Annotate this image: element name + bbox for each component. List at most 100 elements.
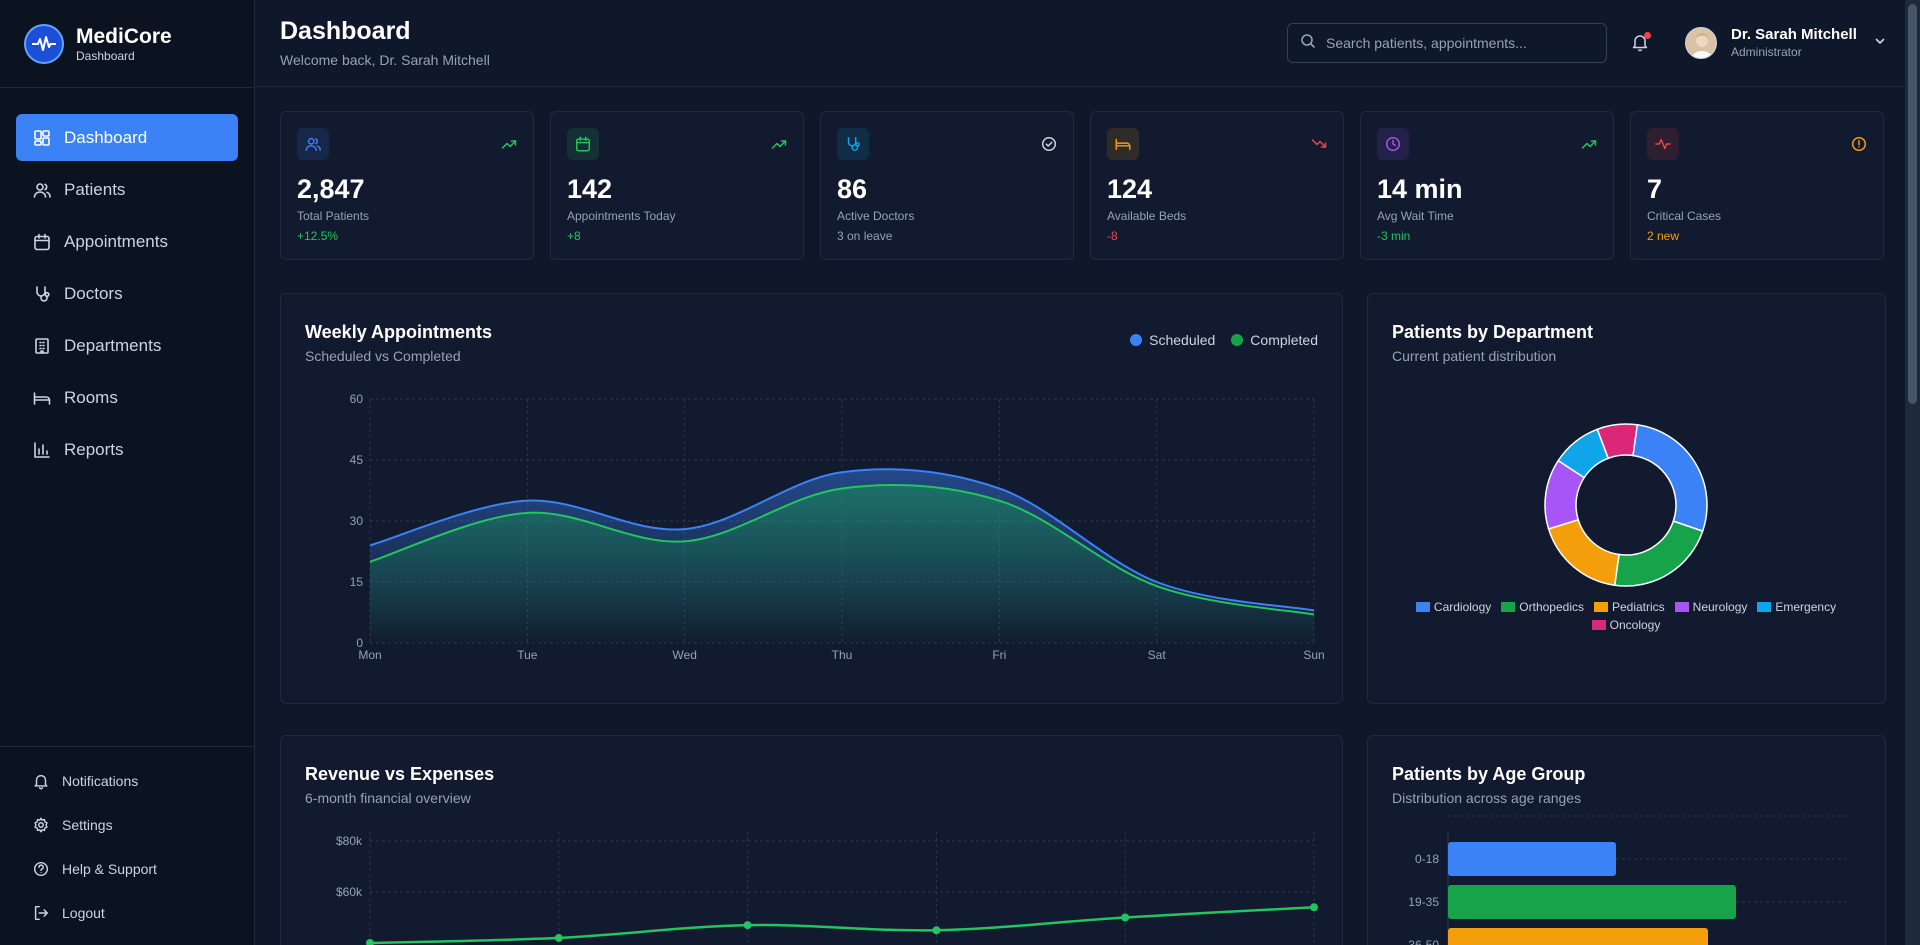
legend-label: Scheduled <box>1149 332 1216 348</box>
age-bar-0-18 <box>1448 842 1616 876</box>
stat-value: 14 min <box>1377 174 1463 204</box>
legend-swatch <box>1593 602 1608 612</box>
legend-completed[interactable]: Completed <box>1231 332 1318 348</box>
chevron-down-icon[interactable] <box>1873 34 1887 53</box>
legend-scheduled[interactable]: Scheduled <box>1130 332 1215 348</box>
department-card: Patients by Department Current patient d… <box>1367 293 1886 704</box>
age-bar-chart: 0-18 19-35 36-50 <box>1408 815 1848 945</box>
y-tick-label: 45 <box>350 453 364 467</box>
legend-label: Completed <box>1250 332 1318 348</box>
notifications-bell-icon[interactable] <box>1630 32 1652 54</box>
sidebar-item-label: Settings <box>62 817 113 833</box>
sidebar-item-settings[interactable]: Settings <box>16 805 238 845</box>
stat-label: Active Doctors <box>837 209 915 223</box>
stat-card-active-doctors[interactable]: 86 Active Doctors 3 on leave <box>820 111 1074 260</box>
sidebar-item-label: Appointments <box>64 231 168 251</box>
clock-icon <box>1377 128 1409 160</box>
stat-card-appointments-today[interactable]: 142 Appointments Today +8 <box>550 111 804 260</box>
stat-card-avg-wait-time[interactable]: 14 min Avg Wait Time -3 min <box>1360 111 1614 260</box>
users-icon <box>32 180 52 200</box>
sidebar-item-label: Patients <box>64 179 126 199</box>
sidebar-item-label: Departments <box>64 335 162 355</box>
y-tick-label: 60 <box>350 392 364 406</box>
stat-change: -3 min <box>1377 229 1411 243</box>
trend-alert-icon <box>1851 136 1867 152</box>
stat-change: -8 <box>1107 229 1118 243</box>
bell-icon <box>32 772 50 790</box>
bar-chart-icon <box>32 440 52 460</box>
legend-swatch <box>1591 620 1606 630</box>
stat-label: Critical Cases <box>1647 209 1722 223</box>
x-tick-label: Mon <box>358 648 381 662</box>
sidebar-item-doctors[interactable]: Doctors <box>16 270 238 317</box>
sidebar-item-patients[interactable]: Patients <box>16 166 238 213</box>
stat-card-critical-cases[interactable]: 7 Critical Cases 2 new <box>1630 111 1884 260</box>
y-tick-label: 15 <box>350 575 364 589</box>
scrollbar-thumb[interactable] <box>1908 4 1917 404</box>
sidebar-item-logout[interactable]: Logout <box>16 893 238 933</box>
legend-label: Emergency <box>1775 600 1837 614</box>
series-line-scheduled <box>369 468 1315 612</box>
sidebar-item-dashboard[interactable]: Dashboard <box>16 114 238 161</box>
revenue-title: Revenue vs Expenses <box>305 764 495 784</box>
stat-value: 2,847 <box>297 174 365 204</box>
legend-neurology[interactable]: Neurology <box>1674 600 1747 614</box>
sidebar-item-label: Rooms <box>64 387 118 407</box>
calendar-icon <box>567 128 599 160</box>
sidebar-item-departments[interactable]: Departments <box>16 322 238 369</box>
sidebar-item-notifications[interactable]: Notifications <box>16 761 238 801</box>
revenue-line <box>369 906 1315 945</box>
stat-card-total-patients[interactable]: 2,847 Total Patients +12.5% <box>280 111 534 260</box>
search-box[interactable] <box>1287 23 1607 63</box>
age-group-card: Patients by Age Group Distribution acros… <box>1367 735 1886 945</box>
x-tick-label: Sat <box>1148 648 1167 662</box>
sidebar-item-reports[interactable]: Reports <box>16 426 238 473</box>
y-tick-label: $80k <box>336 834 363 848</box>
grid-icon <box>32 128 52 148</box>
legend-orthopedics[interactable]: Orthopedics <box>1501 600 1584 614</box>
top-header: Dashboard Welcome back, Dr. Sarah Mitche… <box>255 0 1905 87</box>
sidebar-item-rooms[interactable]: Rooms <box>16 374 238 421</box>
legend-pediatrics[interactable]: Pediatrics <box>1593 600 1665 614</box>
trend-up-icon <box>771 136 787 152</box>
legend-swatch <box>1674 602 1689 612</box>
search-input[interactable] <box>1326 35 1596 51</box>
calendar-icon <box>32 232 52 252</box>
page-scrollbar[interactable] <box>1905 0 1920 945</box>
stat-value: 86 <box>837 174 868 204</box>
donut-slice-cardiology <box>1632 423 1708 533</box>
y-tick-label: 36-50 <box>1408 938 1439 945</box>
department-legend: Cardiology Orthopedics Pediatrics Neurology… <box>1396 600 1856 636</box>
department-title: Patients by Department <box>1392 322 1594 342</box>
x-tick-label: Thu <box>832 648 853 662</box>
sidebar-item-help-support[interactable]: Help & Support <box>16 849 238 889</box>
sidebar-item-label: Reports <box>64 439 124 459</box>
y-tick-label: $60k <box>336 885 363 899</box>
brand[interactable]: MediCore Dashboard <box>0 0 254 88</box>
revenue-point <box>554 933 563 942</box>
building-icon <box>32 336 52 356</box>
stat-label: Available Beds <box>1107 209 1187 223</box>
age-bar-36-50 <box>1448 928 1708 945</box>
main-nav: Dashboard Patients Appointments Doctors Depa… <box>0 88 254 473</box>
stat-change: +8 <box>567 229 581 243</box>
stat-change: 3 on leave <box>837 229 893 243</box>
donut-slice-orthopedics <box>1613 520 1704 587</box>
y-tick-label: 30 <box>350 514 364 528</box>
bed-icon <box>32 388 52 408</box>
y-tick-label: 0-18 <box>1415 852 1439 866</box>
series-line-completed <box>369 484 1315 616</box>
legend-cardiology[interactable]: Cardiology <box>1415 600 1491 614</box>
legend-dot <box>1231 334 1244 346</box>
revenue-point <box>1310 903 1318 912</box>
legend-label: Orthopedics <box>1519 600 1584 614</box>
user-menu[interactable]: Dr. Sarah Mitchell Administrator <box>1685 26 1887 60</box>
legend-swatch <box>1415 602 1430 612</box>
legend-oncology[interactable]: Oncology <box>1591 618 1660 632</box>
sidebar-item-appointments[interactable]: Appointments <box>16 218 238 265</box>
revenue-line-chart: $80k $60k <box>336 832 1318 945</box>
avatar <box>1685 27 1717 59</box>
stat-card-available-beds[interactable]: 124 Available Beds -8 <box>1090 111 1344 260</box>
page-title: Dashboard <box>280 17 411 45</box>
legend-emergency[interactable]: Emergency <box>1757 600 1836 614</box>
